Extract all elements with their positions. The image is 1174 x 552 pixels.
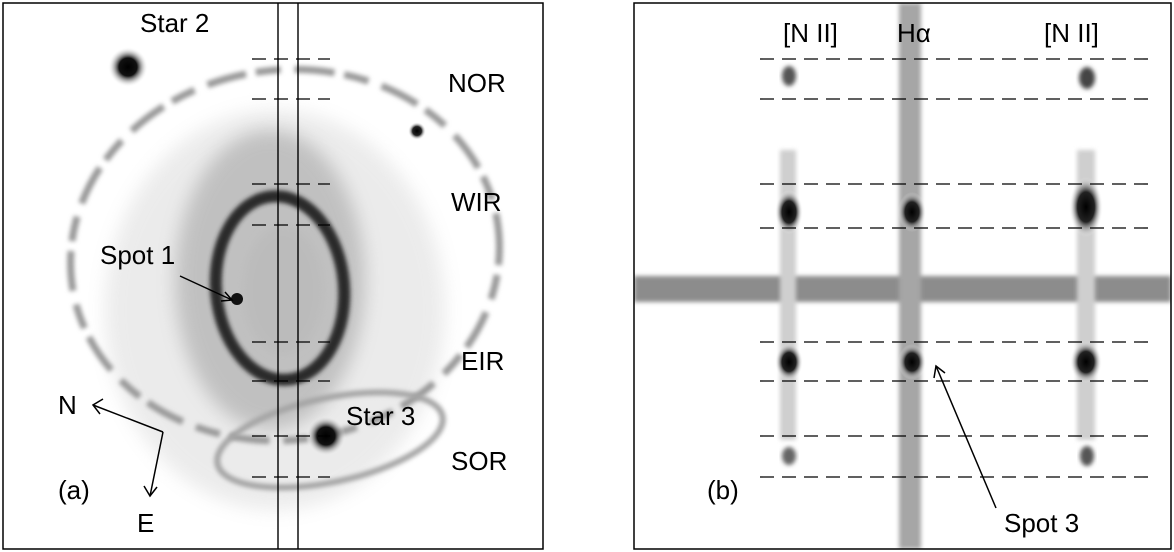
compass <box>91 398 164 498</box>
spot-1-label: Spot 1 <box>100 240 175 270</box>
outer-ring <box>67 65 503 445</box>
compass-north-label: N <box>58 390 77 420</box>
panel-b-label: (b) <box>707 475 739 505</box>
spot-3-arrowhead <box>933 364 946 379</box>
spot-1-arrowhead <box>220 291 234 302</box>
emission-knots <box>775 66 1103 466</box>
nor-label: NOR <box>448 68 506 98</box>
halpha-label: Hα <box>897 18 931 48</box>
field-star-marker <box>408 122 426 140</box>
inner-ring <box>209 190 351 386</box>
left-nii-label: [N II] <box>783 18 838 48</box>
star-3-label: Star 3 <box>346 401 415 431</box>
spot-1-arrow <box>179 275 233 301</box>
sor-label: SOR <box>451 446 507 476</box>
region-dashes <box>252 58 330 478</box>
compass-east-label: E <box>137 508 154 538</box>
panel-a-frame <box>2 2 544 550</box>
star-2-label: Star 2 <box>140 8 209 38</box>
ring-interior <box>243 226 323 354</box>
spot-3-arrow <box>935 365 997 509</box>
halpha-streak <box>899 3 921 549</box>
panel-b-frame <box>633 2 1172 550</box>
panel-a-label: (a) <box>58 475 90 505</box>
wir-label: WIR <box>451 187 502 217</box>
star-2-marker <box>108 47 148 87</box>
right-nii-label: [N II] <box>1044 18 1099 48</box>
spot-1-marker <box>231 293 243 305</box>
eir-label: EIR <box>461 346 504 376</box>
southern-ring <box>214 389 446 491</box>
panel-b: [N II] Hα [N II] (b) Spot 3 <box>634 3 1171 549</box>
panel-a: Star 2 NOR WIR Spot 1 EIR Star 3 SOR N E… <box>3 3 543 549</box>
spot-3-label: Spot 3 <box>1004 508 1079 538</box>
